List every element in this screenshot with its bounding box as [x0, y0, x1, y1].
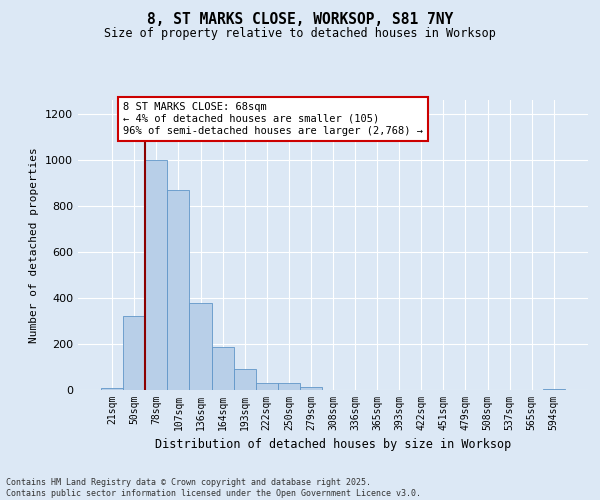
Bar	[190, 302, 212, 390]
Text: 8 ST MARKS CLOSE: 68sqm
← 4% of detached houses are smaller (105)
96% of semi-de: 8 ST MARKS CLOSE: 68sqm ← 4% of detached…	[123, 102, 423, 136]
Text: Contains HM Land Registry data © Crown copyright and database right 2025.
Contai: Contains HM Land Registry data © Crown c…	[6, 478, 421, 498]
Text: Size of property relative to detached houses in Worksop: Size of property relative to detached ho…	[104, 28, 496, 40]
Bar	[543, 389, 565, 390]
Bar	[101, 388, 123, 390]
Bar	[278, 383, 300, 390]
Bar	[145, 160, 167, 390]
Bar	[300, 387, 322, 390]
X-axis label: Distribution of detached houses by size in Worksop: Distribution of detached houses by size …	[155, 438, 511, 452]
Bar	[233, 370, 256, 390]
Bar	[212, 348, 233, 390]
Text: 8, ST MARKS CLOSE, WORKSOP, S81 7NY: 8, ST MARKS CLOSE, WORKSOP, S81 7NY	[147, 12, 453, 28]
Y-axis label: Number of detached properties: Number of detached properties	[29, 147, 40, 343]
Bar	[123, 316, 145, 390]
Bar	[256, 383, 278, 390]
Bar	[167, 190, 190, 390]
